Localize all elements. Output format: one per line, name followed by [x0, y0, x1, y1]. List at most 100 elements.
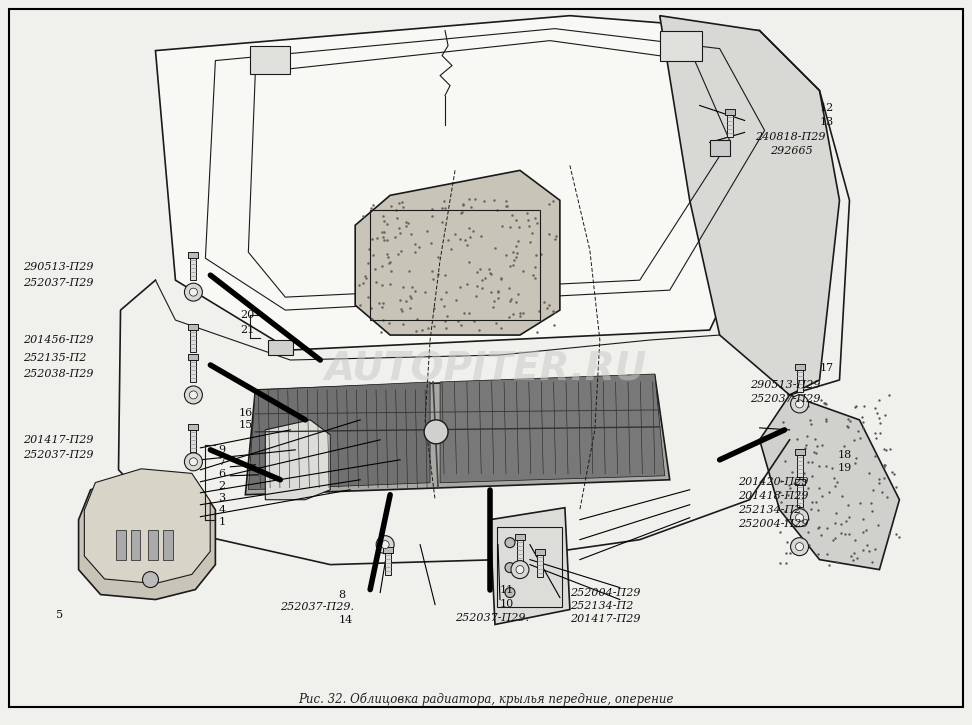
Text: 1: 1 [219, 517, 226, 526]
Bar [385, 552, 391, 575]
Text: 7: 7 [219, 457, 226, 467]
Circle shape [143, 571, 158, 587]
Text: 11: 11 [500, 584, 514, 594]
Text: 6: 6 [219, 469, 226, 478]
Bar [794, 364, 805, 370]
Bar [191, 360, 196, 382]
Bar [149, 530, 158, 560]
Circle shape [795, 542, 804, 551]
Text: 252004-П29: 252004-П29 [738, 518, 808, 529]
Text: 252037-П29.: 252037-П29. [455, 613, 529, 623]
Circle shape [190, 288, 197, 296]
Text: 292665: 292665 [770, 146, 813, 157]
Polygon shape [265, 420, 330, 500]
Bar [383, 547, 393, 552]
Text: 12: 12 [819, 104, 834, 114]
Polygon shape [85, 469, 210, 584]
Bar [268, 340, 294, 355]
Text: 4: 4 [219, 505, 226, 515]
Text: 19: 19 [838, 463, 851, 473]
Circle shape [516, 566, 524, 573]
Text: 13: 13 [819, 117, 834, 128]
Polygon shape [440, 374, 665, 483]
Bar [497, 526, 562, 607]
Text: 14: 14 [338, 615, 353, 624]
Circle shape [511, 560, 529, 579]
Text: 252134-П2: 252134-П2 [570, 600, 633, 610]
Text: 252135-П2: 252135-П2 [22, 353, 87, 363]
Text: 252038-П29: 252038-П29 [22, 369, 93, 379]
Circle shape [185, 283, 202, 301]
Text: 201456-П29: 201456-П29 [22, 335, 93, 345]
Circle shape [795, 514, 804, 522]
Circle shape [790, 538, 809, 555]
Bar [515, 534, 525, 539]
Polygon shape [248, 382, 430, 490]
Text: 15: 15 [238, 420, 253, 430]
Circle shape [190, 457, 197, 465]
Bar [116, 530, 125, 560]
Bar [710, 141, 730, 157]
Polygon shape [660, 16, 840, 395]
Bar [725, 109, 735, 115]
Bar [191, 430, 196, 452]
Bar [189, 324, 198, 330]
Circle shape [185, 386, 202, 404]
Polygon shape [490, 507, 570, 624]
Text: 290513-П29: 290513-П29 [749, 380, 820, 390]
Bar [537, 555, 543, 576]
Bar [797, 485, 803, 507]
Text: 2: 2 [219, 481, 226, 491]
Bar [370, 210, 539, 320]
Text: 201418-П29: 201418-П29 [738, 491, 808, 501]
Circle shape [505, 538, 515, 547]
Text: 5: 5 [55, 610, 63, 620]
Polygon shape [355, 170, 560, 335]
Text: 8: 8 [338, 589, 345, 600]
Bar [794, 449, 805, 455]
Text: 290513-П29: 290513-П29 [22, 262, 93, 272]
Bar [660, 30, 702, 61]
Circle shape [795, 400, 804, 408]
Circle shape [376, 536, 394, 554]
Circle shape [381, 541, 389, 549]
Text: 240818-П29: 240818-П29 [754, 133, 825, 142]
Text: 201417-П29: 201417-П29 [570, 613, 641, 624]
Circle shape [790, 395, 809, 413]
Polygon shape [156, 16, 810, 350]
Bar [535, 549, 545, 555]
Bar [189, 252, 198, 258]
Circle shape [505, 587, 515, 597]
Text: 252037-П29.: 252037-П29. [280, 602, 355, 611]
Bar [797, 370, 803, 392]
Circle shape [790, 509, 809, 526]
Text: 252037-П29: 252037-П29 [22, 278, 93, 288]
Text: 9: 9 [219, 445, 226, 455]
Circle shape [185, 453, 202, 471]
Bar [189, 354, 198, 360]
Text: 3: 3 [219, 493, 226, 502]
Text: 17: 17 [819, 363, 834, 373]
Text: 20: 20 [240, 310, 255, 320]
Bar [797, 455, 803, 477]
Bar [191, 330, 196, 352]
Bar [727, 115, 733, 138]
Bar [163, 530, 173, 560]
Bar [130, 530, 141, 560]
Bar [191, 258, 196, 280]
Text: 252037-П29: 252037-П29 [22, 450, 93, 460]
Text: AUTOPITER.RU: AUTOPITER.RU [325, 351, 647, 389]
Polygon shape [245, 375, 670, 494]
Bar [189, 424, 198, 430]
Text: 21: 21 [240, 325, 255, 335]
Text: Рис. 32. Облицовка радиатора, крылья передние, оперение: Рис. 32. Облицовка радиатора, крылья пер… [298, 692, 674, 706]
Text: 18: 18 [838, 450, 851, 460]
Text: 252037-П29: 252037-П29 [749, 394, 820, 404]
Polygon shape [79, 475, 216, 600]
Text: 201417-П29: 201417-П29 [22, 435, 93, 445]
Circle shape [190, 391, 197, 399]
Text: 201420-П29: 201420-П29 [738, 477, 808, 486]
Circle shape [424, 420, 448, 444]
Bar [794, 478, 805, 485]
Circle shape [505, 563, 515, 573]
